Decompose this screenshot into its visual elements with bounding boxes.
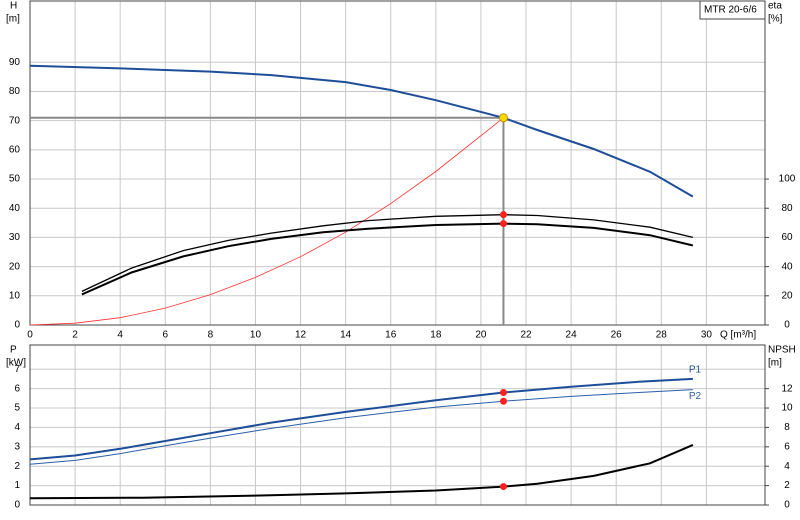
- y-tick-label: 7: [14, 364, 20, 375]
- series-label: P1: [689, 365, 702, 376]
- y-tick-label: 60: [9, 145, 21, 156]
- y-tick-label: 70: [9, 115, 21, 126]
- x-tick-label: 26: [611, 330, 623, 341]
- y-tick-label: 0: [14, 320, 20, 331]
- y2-tick-label: 40: [781, 261, 793, 272]
- y2-tick-label: 4: [784, 461, 790, 472]
- y2-tick-label: 2: [784, 480, 790, 491]
- x-tick-label: 18: [430, 330, 442, 341]
- y2-axis-label: NPSH: [768, 345, 796, 356]
- y2-tick-label: 100: [779, 174, 796, 185]
- x-tick-label: 10: [250, 330, 262, 341]
- curve: [29, 64, 694, 198]
- y2-tick-label: 8: [784, 422, 790, 433]
- y2-tick-label: 0: [784, 500, 790, 511]
- operating-point: [499, 397, 507, 405]
- x-tick-label: 12: [295, 330, 307, 341]
- y2-tick-label: 0: [784, 320, 790, 331]
- curve: [29, 443, 694, 500]
- operating-point: [499, 211, 507, 219]
- y-axis-label: H: [10, 1, 17, 12]
- x-tick-label: 14: [340, 330, 352, 341]
- y2-axis-unit: [%]: [768, 14, 783, 25]
- y-tick-label: 3: [14, 441, 20, 452]
- operating-point: [499, 389, 507, 397]
- y-tick-label: 90: [9, 57, 21, 68]
- operating-point: [499, 483, 507, 491]
- y2-tick-label: 6: [784, 441, 790, 452]
- y2-tick-label: 12: [781, 383, 793, 394]
- x-tick-label: 4: [117, 330, 123, 341]
- y-tick-label: 6: [14, 383, 20, 394]
- series-label: P2: [689, 391, 702, 402]
- x-tick-label: 16: [385, 330, 397, 341]
- x-axis-label: Q [m³/h]: [720, 330, 756, 341]
- y-tick-label: 30: [9, 232, 21, 243]
- curve: [81, 222, 694, 296]
- y-tick-label: 4: [14, 422, 20, 433]
- y-tick-label: 5: [14, 403, 20, 414]
- operating-point: [498, 113, 508, 123]
- plot-frame: [29, 0, 766, 326]
- y-tick-label: 20: [9, 261, 21, 272]
- y2-tick-label: 80: [781, 203, 793, 214]
- x-tick-label: 2: [72, 330, 78, 341]
- y-tick-label: 80: [9, 86, 21, 97]
- x-tick-label: 0: [27, 330, 33, 341]
- x-tick-label: 22: [520, 330, 532, 341]
- y-axis-unit: [kW]: [6, 358, 26, 369]
- curve: [29, 377, 693, 461]
- curve: [81, 214, 694, 292]
- curve: [29, 117, 504, 326]
- y-tick-label: 50: [9, 174, 21, 185]
- curve: [29, 389, 693, 465]
- operating-point: [499, 220, 507, 228]
- x-tick-label: 8: [208, 330, 214, 341]
- y-tick-label: 10: [9, 290, 21, 301]
- x-tick-label: 24: [566, 330, 578, 341]
- x-tick-label: 6: [162, 330, 168, 341]
- y-tick-label: 0: [14, 500, 20, 511]
- y2-tick-label: 60: [781, 232, 793, 243]
- y-tick-label: 2: [14, 461, 20, 472]
- x-tick-label: 30: [701, 330, 713, 341]
- y-tick-label: 40: [9, 203, 21, 214]
- title-box: [699, 0, 766, 20]
- plot-frame: [29, 344, 766, 506]
- x-tick-label: 28: [656, 330, 668, 341]
- y-tick-label: 1: [14, 480, 20, 491]
- y-axis-label: P: [10, 345, 17, 356]
- y2-axis-unit: [m]: [768, 358, 782, 369]
- y2-tick-label: 10: [781, 403, 793, 414]
- x-tick-label: 20: [475, 330, 487, 341]
- y-axis-unit: [m]: [6, 14, 20, 25]
- chart-title: MTR 20-6/6: [704, 5, 757, 16]
- y2-tick-label: 20: [781, 290, 793, 301]
- y2-axis-label: eta: [768, 1, 782, 12]
